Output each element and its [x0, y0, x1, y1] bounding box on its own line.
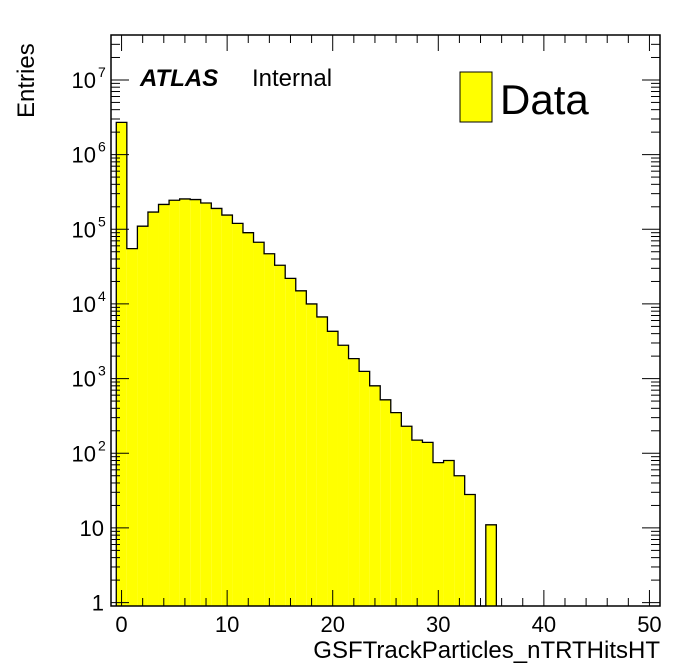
histogram-bar — [348, 358, 360, 606]
histogram-bar — [380, 399, 391, 606]
histogram-bar — [337, 345, 349, 606]
histogram-bar — [295, 290, 307, 606]
x-tick-label: 50 — [637, 612, 661, 637]
histogram-bar — [327, 331, 338, 606]
y-tick-exponent: 5 — [98, 213, 106, 229]
histogram-bar — [242, 232, 254, 606]
y-tick-exponent: 6 — [98, 139, 106, 155]
histogram-bar — [274, 265, 286, 606]
histogram-bar — [369, 385, 381, 606]
histogram-bar — [443, 460, 455, 606]
histogram-bar — [232, 223, 243, 606]
legend-swatch — [459, 71, 493, 123]
y-axis-title: Entries — [13, 43, 40, 118]
histogram-bar — [306, 303, 317, 606]
histogram-bar — [390, 412, 402, 606]
histogram-bar — [200, 202, 212, 606]
histogram-bar — [137, 226, 148, 607]
histogram-bar — [464, 494, 476, 606]
histogram-bar — [401, 426, 412, 606]
histogram-bar — [485, 524, 497, 606]
y-tick-exponent: 7 — [98, 64, 106, 80]
histogram-bar — [253, 242, 265, 606]
y-tick-exponent: 2 — [98, 437, 106, 453]
axis-ticks — [111, 34, 660, 606]
histogram-bar — [316, 316, 328, 606]
histogram-outline — [115, 121, 498, 607]
y-tick-label: 10 — [72, 143, 96, 168]
histogram-bar — [454, 475, 465, 606]
histogram-bar — [359, 371, 370, 606]
histogram-bar — [147, 212, 159, 607]
histogram-bar — [116, 122, 127, 607]
histogram-bars — [115, 121, 498, 607]
x-tick-label: 20 — [320, 612, 344, 637]
y-tick-exponent: 3 — [98, 363, 106, 379]
histogram-bar — [158, 204, 170, 606]
y-tick-exponent: 4 — [98, 288, 106, 304]
atlas-label: ATLAS — [139, 65, 218, 92]
histogram-bar — [422, 442, 434, 606]
x-tick-label: 0 — [115, 612, 127, 637]
y-tick-label: 10 — [72, 68, 96, 93]
y-tick-label: 10 — [72, 367, 96, 392]
histogram-bar — [285, 278, 296, 606]
x-axis-title: GSFTrackParticles_nTRTHitsHT — [313, 637, 660, 664]
y-tick-label: 10 — [72, 441, 96, 466]
y-tick-label: 10 — [72, 292, 96, 317]
histogram-bar — [411, 440, 423, 606]
histogram-bar — [126, 248, 138, 606]
histogram-bar — [179, 198, 191, 606]
legend-entry-data: Data — [500, 76, 589, 123]
x-tick-label: 40 — [532, 612, 556, 637]
histogram-bar — [211, 208, 222, 607]
histogram-bar — [221, 215, 233, 606]
x-tick-label: 10 — [215, 612, 239, 637]
y-tick-label: 10 — [80, 516, 104, 541]
internal-label: Internal — [252, 65, 332, 92]
y-tick-label: 1 — [92, 591, 104, 616]
histogram-bar — [169, 200, 180, 606]
y-tick-label: 10 — [72, 217, 96, 242]
histogram-bar — [264, 253, 275, 606]
legend: Data — [459, 71, 589, 123]
x-tick-label: 30 — [426, 612, 450, 637]
histogram-bar — [190, 199, 201, 607]
histogram-bar — [433, 462, 444, 606]
